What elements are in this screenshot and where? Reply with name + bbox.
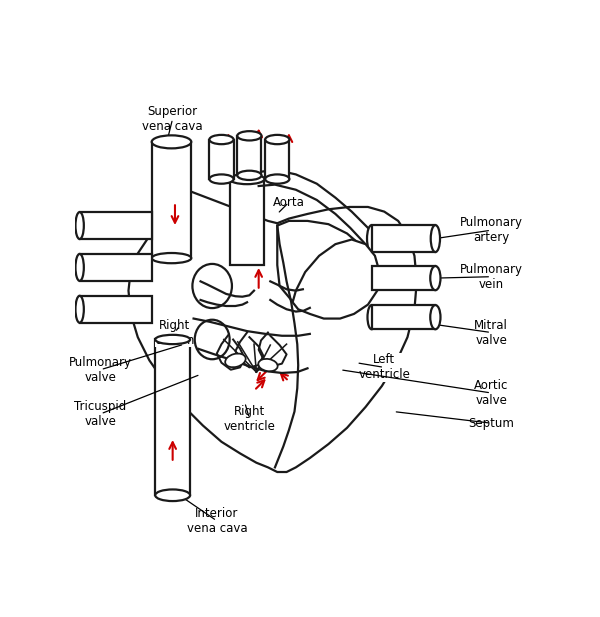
Bar [237, 136, 262, 175]
Ellipse shape [152, 253, 191, 263]
Text: Superior
vena cava: Superior vena cava [142, 105, 203, 133]
Text: Septum: Septum [468, 416, 514, 429]
Ellipse shape [431, 225, 440, 252]
Bar [265, 139, 289, 179]
Text: Right
ventricle: Right ventricle [223, 405, 275, 433]
Ellipse shape [155, 335, 190, 344]
Polygon shape [293, 239, 380, 318]
Bar [230, 179, 265, 265]
Ellipse shape [367, 225, 376, 252]
Text: Right
atrium: Right atrium [155, 318, 194, 347]
Polygon shape [277, 221, 375, 309]
Ellipse shape [76, 296, 84, 323]
Text: Left
ventricle: Left ventricle [358, 354, 410, 381]
Ellipse shape [152, 135, 191, 148]
Ellipse shape [265, 175, 289, 184]
Ellipse shape [259, 359, 278, 371]
Bar [371, 305, 436, 329]
Ellipse shape [367, 305, 376, 329]
Text: Pulmonary
vein: Pulmonary vein [460, 263, 523, 291]
Bar [80, 296, 152, 323]
Text: Mitral
valve: Mitral valve [474, 318, 508, 347]
Ellipse shape [209, 135, 233, 144]
Text: Interior
vena cava: Interior vena cava [187, 507, 247, 535]
Ellipse shape [76, 212, 84, 239]
Text: Left
atrium: Left atrium [299, 281, 339, 309]
Bar [371, 266, 436, 290]
Ellipse shape [265, 135, 289, 144]
Text: Aortic
valve: Aortic valve [474, 379, 508, 407]
Bar [80, 254, 152, 281]
Bar [80, 212, 152, 239]
Bar [155, 339, 190, 495]
Bar [371, 225, 436, 252]
Ellipse shape [76, 254, 84, 281]
Ellipse shape [155, 489, 190, 501]
Ellipse shape [225, 354, 245, 367]
Text: Tricuspid
valve: Tricuspid valve [74, 400, 127, 428]
Ellipse shape [430, 266, 440, 290]
Text: Pulmonary
valve: Pulmonary valve [69, 356, 132, 384]
Ellipse shape [230, 174, 265, 184]
Ellipse shape [209, 175, 233, 184]
Ellipse shape [193, 264, 232, 308]
Ellipse shape [430, 305, 440, 329]
Ellipse shape [237, 131, 262, 141]
Bar [152, 142, 191, 258]
Bar [209, 139, 233, 179]
Polygon shape [128, 184, 417, 472]
Ellipse shape [367, 266, 376, 290]
Ellipse shape [237, 171, 262, 180]
Text: Pulmonary
artery: Pulmonary artery [460, 216, 523, 244]
Text: Aorta: Aorta [273, 196, 305, 209]
Ellipse shape [195, 320, 230, 359]
